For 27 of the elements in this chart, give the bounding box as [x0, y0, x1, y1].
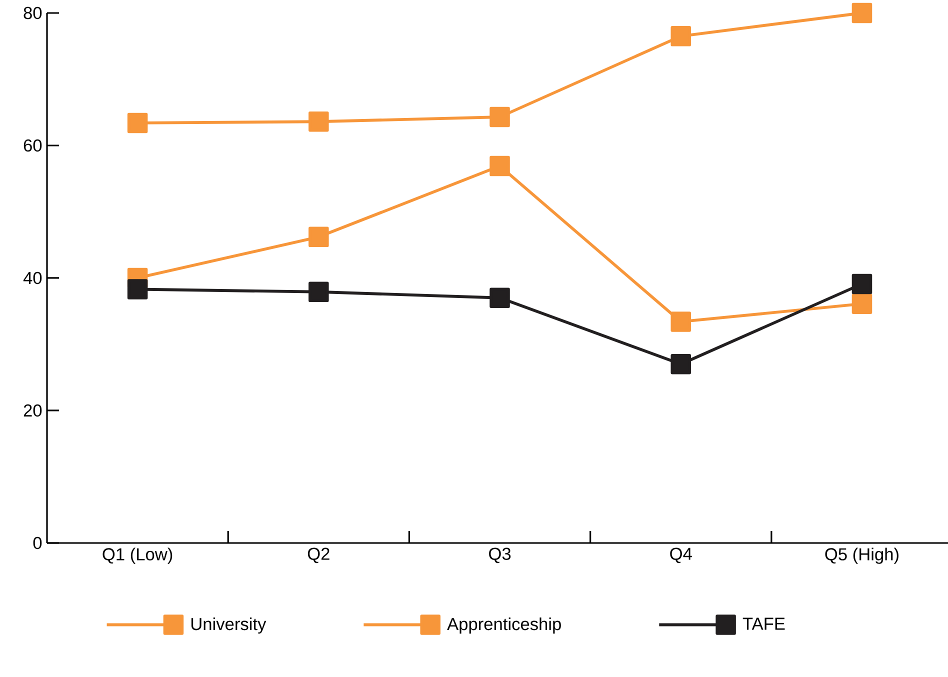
point: [308, 112, 329, 132]
point: [308, 226, 329, 248]
legend-label: University: [191, 617, 266, 634]
y-tick-label: 40: [23, 272, 42, 284]
x-tick-label: Q4: [670, 548, 692, 564]
y-tick-label: 20: [24, 404, 42, 417]
x-tick-label: Q5 (High): [825, 548, 898, 564]
point: [127, 112, 148, 134]
x-tick-label: Q3: [489, 548, 511, 564]
y-tick-label: 0: [33, 536, 42, 550]
legend-label: TAFE: [742, 618, 785, 630]
point: [490, 156, 510, 176]
x-tick-label: Q2: [308, 548, 330, 564]
y-tick-label: 80: [24, 6, 42, 20]
point: [670, 354, 692, 374]
legend-label: Apprenticeship: [447, 617, 561, 634]
point: [852, 2, 872, 24]
point: [308, 282, 329, 302]
point: [490, 288, 510, 308]
point: [670, 312, 692, 332]
point: [490, 106, 510, 128]
point: [852, 294, 872, 314]
point: [127, 279, 148, 300]
point: [670, 26, 692, 46]
point: [852, 274, 872, 294]
x-tick-label: Q1 (Low): [102, 548, 172, 564]
y-tick-label: 60: [24, 139, 42, 152]
